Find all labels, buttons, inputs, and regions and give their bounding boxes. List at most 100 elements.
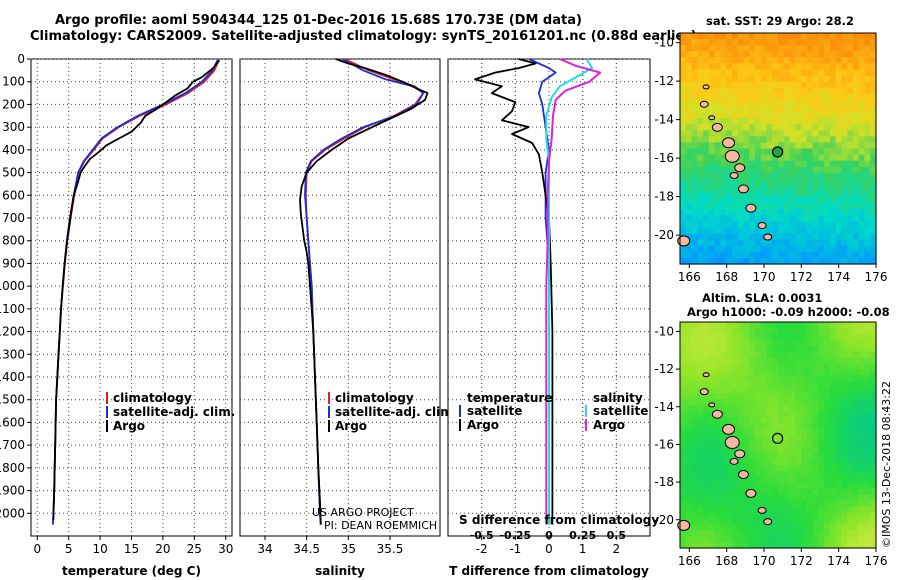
map-cell [703,512,710,519]
map-cell [870,99,877,107]
map-cell [835,197,842,204]
map-cell [812,322,819,329]
map-cell [847,470,854,478]
map-cell [864,345,871,353]
map-cell [778,118,785,125]
map-cell [864,160,871,168]
map-cell [783,166,791,174]
map-cell [835,99,842,107]
map-cell [766,221,773,229]
map-cell [714,518,721,525]
map-cell [703,45,710,52]
map-cell [795,148,802,156]
map-cell [818,75,825,83]
map-cell [829,209,837,216]
island-shape [708,115,716,121]
legend-swatch [585,419,587,431]
map-cell [720,333,727,341]
y-tick-label: 0 [17,52,25,66]
map-cell [766,322,773,329]
map-cell [737,63,744,71]
map-cell [801,245,808,253]
map-cell [835,191,842,198]
map-cell [841,130,848,137]
x-axis-label: salinity [315,564,365,578]
map-cell [743,166,750,174]
map-cell [743,69,750,77]
map-cell [685,405,693,412]
map-cell [714,446,721,454]
island-shape [734,163,746,173]
map-cell [783,81,791,89]
map-cell [847,99,854,107]
map-cell [720,399,727,406]
map-cell [760,381,768,388]
map-cell [864,464,871,472]
map-cell [870,45,877,52]
map-cell [737,411,744,418]
map-cell [858,452,866,460]
map-cell [835,105,842,113]
map-cell [812,345,819,353]
map-cell [778,124,785,131]
x-axis-label: temperature (deg C) [62,564,201,578]
map-cell [847,357,854,365]
map-cell [818,191,825,198]
map-cell [691,63,698,71]
map-cell [772,369,779,377]
map-cell [708,429,716,436]
map-cell [685,476,693,484]
map-cell [824,488,831,495]
map-cell [824,99,831,107]
map-cell [806,494,814,501]
map-cell [720,57,727,64]
map-cell [847,251,854,259]
map-cell [749,130,756,137]
map-cell [708,87,716,95]
map-cell [772,542,779,549]
map-cell [731,322,739,329]
map-cell [743,399,750,406]
map-cell [708,142,716,150]
island-shape [734,449,746,459]
map-cell [691,351,698,359]
map-cell [697,452,704,460]
map-cell [685,130,693,137]
map-cell [841,118,848,125]
map-cell [766,339,773,347]
map-cell [749,69,756,77]
map-y-tick-label: -10 [654,36,674,50]
legend-label: Argo [113,419,145,433]
map-cell [864,197,871,204]
map-cell [703,518,710,525]
map-cell [726,494,733,501]
sla-map-title: Altim. SLA: 0.0031 [702,291,823,305]
x-tick-label: 34 [257,542,272,556]
map-cell [708,464,716,472]
map-cell [806,399,814,406]
map-cell [847,405,854,412]
map-cell [731,160,739,168]
map-cell [760,45,768,52]
map-cell [783,118,791,125]
map-cell [697,536,704,543]
map-cell [685,411,693,418]
map-cell [772,536,779,543]
map-cell [870,185,877,192]
map-cell [691,221,698,229]
map-cell [818,203,825,210]
map-cell [847,369,854,377]
map-cell [760,536,768,543]
map-cell [743,209,750,216]
map-cell [841,417,848,424]
map-cell [726,327,733,335]
map-cell [824,178,831,186]
map-cell [680,112,687,119]
map-cell [789,399,796,406]
map-cell [847,542,854,549]
map-cell [703,506,710,513]
map-cell [801,524,808,531]
map-cell [680,458,687,466]
map-cell [714,405,721,412]
map-cell [743,452,750,460]
